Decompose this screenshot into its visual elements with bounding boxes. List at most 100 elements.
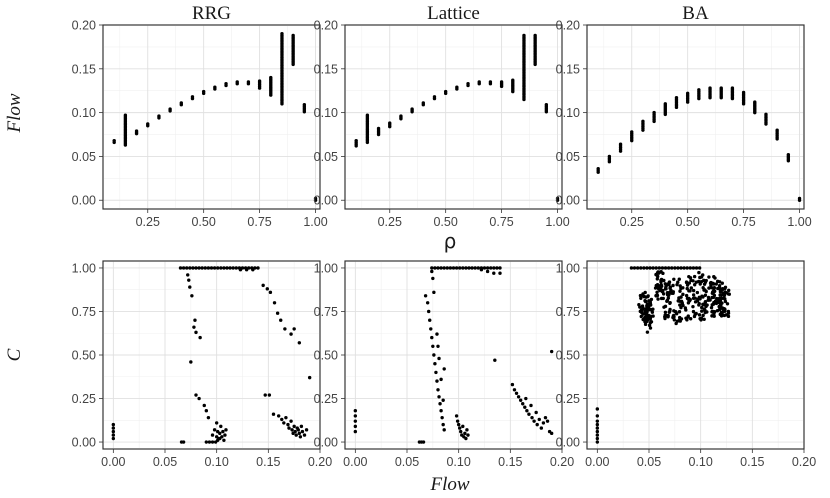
data-point — [671, 290, 676, 294]
data-point — [216, 438, 220, 442]
data-point — [297, 341, 302, 345]
data-point — [498, 266, 502, 270]
data-point — [410, 107, 414, 111]
data-point — [302, 433, 307, 437]
data-point — [713, 276, 717, 280]
data-point — [454, 414, 459, 418]
data-point — [630, 130, 634, 134]
data-point — [595, 422, 600, 427]
data-point — [680, 302, 685, 306]
data-point — [365, 113, 370, 117]
data-point — [304, 428, 309, 432]
data-point — [492, 266, 496, 270]
bottom-x-axis-title: Flow — [429, 474, 469, 495]
data-point — [668, 286, 672, 290]
data-point — [201, 89, 206, 94]
data-point — [700, 305, 704, 310]
data-point — [533, 33, 537, 38]
data-point — [775, 128, 779, 132]
data-point — [435, 379, 439, 383]
data-point — [529, 403, 533, 408]
data-point — [209, 266, 214, 270]
data-point — [353, 429, 358, 434]
x-tick-label: 0.00 — [101, 455, 125, 469]
panels-layer: 0.25 0.50 0.75 1.000.000.050.100.150.20RRG0… — [72, 3, 817, 469]
panel-border — [344, 24, 563, 210]
data-point — [701, 313, 705, 318]
data-point — [272, 301, 277, 305]
data-point — [514, 391, 519, 395]
data-point — [730, 86, 735, 90]
data-point — [663, 287, 668, 291]
x-tick-label: 0.05 — [637, 455, 661, 469]
data-point — [111, 433, 116, 437]
data-point — [458, 266, 462, 270]
data-point — [524, 396, 528, 401]
data-point — [657, 266, 662, 270]
data-point — [673, 266, 677, 270]
data-point — [202, 403, 206, 408]
data-point — [521, 402, 525, 406]
data-point — [442, 428, 446, 432]
x-tick-label: 0.75 — [731, 215, 755, 229]
data-point — [442, 367, 446, 371]
data-point — [219, 266, 223, 270]
x-tick-label: 1.00 — [787, 215, 811, 229]
data-point — [668, 301, 672, 305]
data-point — [722, 296, 726, 300]
data-point — [464, 436, 468, 441]
data-point — [629, 266, 634, 270]
data-point — [691, 288, 696, 293]
data-point — [489, 266, 493, 270]
data-point — [267, 393, 272, 397]
data-point — [282, 421, 286, 425]
data-point — [666, 266, 671, 270]
data-point — [555, 196, 560, 201]
data-point — [189, 360, 193, 364]
y-tick-label: 0.10 — [556, 106, 580, 120]
data-point — [718, 287, 722, 291]
data-point — [134, 129, 139, 133]
data-point — [438, 402, 442, 406]
data-point — [722, 293, 727, 298]
data-point — [701, 302, 705, 307]
x-tick-label: 0.20 — [550, 455, 574, 469]
x-tick-label: 0.15 — [498, 455, 522, 469]
y-tick-label: 0.25 — [556, 392, 580, 406]
data-point — [687, 281, 692, 285]
facet-title: RRG — [192, 3, 231, 24]
data-point — [214, 421, 219, 425]
panel-border — [102, 24, 321, 210]
panel-border — [586, 260, 805, 450]
data-point — [714, 282, 719, 286]
data-point — [263, 393, 267, 397]
y-tick-label: 0.05 — [314, 150, 338, 164]
data-point — [537, 417, 541, 422]
data-point — [194, 266, 198, 270]
data-point — [686, 297, 690, 301]
data-point — [678, 289, 682, 293]
data-point — [596, 167, 600, 171]
data-point — [710, 310, 714, 314]
data-point — [692, 274, 697, 279]
data-point — [697, 303, 701, 307]
panel-3-ba: 0.25 0.50 0.75 1.00 0.00 0.05 0.10 0.15 0.20 BA — [556, 3, 812, 229]
data-point — [661, 292, 666, 296]
data-point — [688, 289, 692, 293]
data-point — [618, 142, 623, 146]
data-point — [715, 279, 720, 284]
x-tick-label: 0.25 — [378, 215, 402, 229]
data-point — [455, 419, 460, 423]
y-tick-label: 0.05 — [72, 150, 96, 164]
data-point — [692, 283, 697, 287]
data-point — [700, 294, 704, 298]
data-point — [682, 266, 686, 270]
data-point — [525, 409, 529, 413]
data-point — [157, 114, 161, 118]
data-point — [691, 279, 695, 283]
data-point — [256, 266, 260, 270]
data-point — [435, 332, 439, 336]
data-point — [440, 415, 444, 420]
data-point — [706, 295, 711, 300]
